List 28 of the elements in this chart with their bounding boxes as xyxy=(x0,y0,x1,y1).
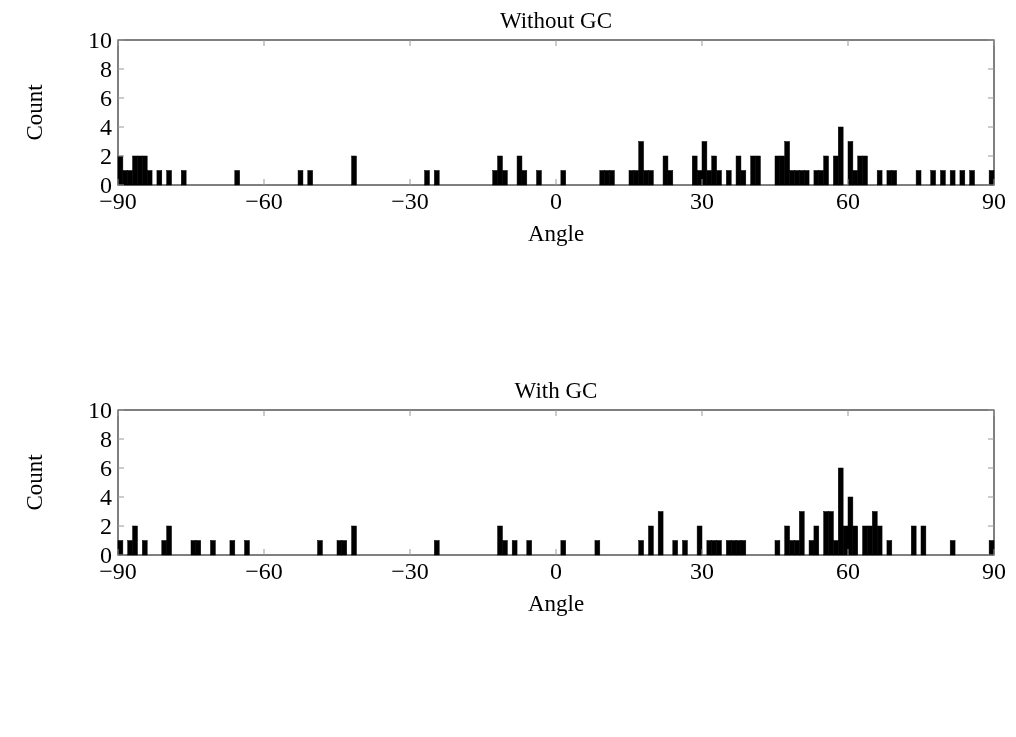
x-tick-label: 0 xyxy=(550,188,562,214)
x-axis-title: Angle xyxy=(527,591,585,616)
x-tick-label: 60 xyxy=(836,558,860,584)
x-tick-label: 30 xyxy=(690,558,714,584)
y-tick-label: 4 xyxy=(100,484,112,510)
y-axis-title: Count xyxy=(22,83,47,141)
y-tick-label: 8 xyxy=(100,56,112,82)
chart-title: Without GC xyxy=(499,8,613,33)
x-tick-label: −60 xyxy=(245,188,283,214)
y-tick-label: 10 xyxy=(88,27,112,53)
y-tick-label: 2 xyxy=(100,143,112,169)
x-tick-label: −30 xyxy=(391,558,429,584)
y-tick-label: 6 xyxy=(100,455,112,481)
chart-title: With GC xyxy=(514,378,598,403)
x-tick-label: −60 xyxy=(245,558,283,584)
x-tick-label: 90 xyxy=(982,188,1006,214)
y-tick-label: 10 xyxy=(88,397,112,423)
y-tick-label: 6 xyxy=(100,85,112,111)
x-tick-label: 90 xyxy=(982,558,1006,584)
x-tick-label: 60 xyxy=(836,188,860,214)
x-tick-label: −30 xyxy=(391,188,429,214)
x-tick-label: 30 xyxy=(690,188,714,214)
y-tick-label: 2 xyxy=(100,513,112,539)
x-tick-label: 0 xyxy=(550,558,562,584)
y-tick-label: 4 xyxy=(100,114,112,140)
y-tick-label: 8 xyxy=(100,426,112,452)
y-axis-title: Count xyxy=(22,453,47,511)
x-axis-title: Angle xyxy=(527,221,585,246)
